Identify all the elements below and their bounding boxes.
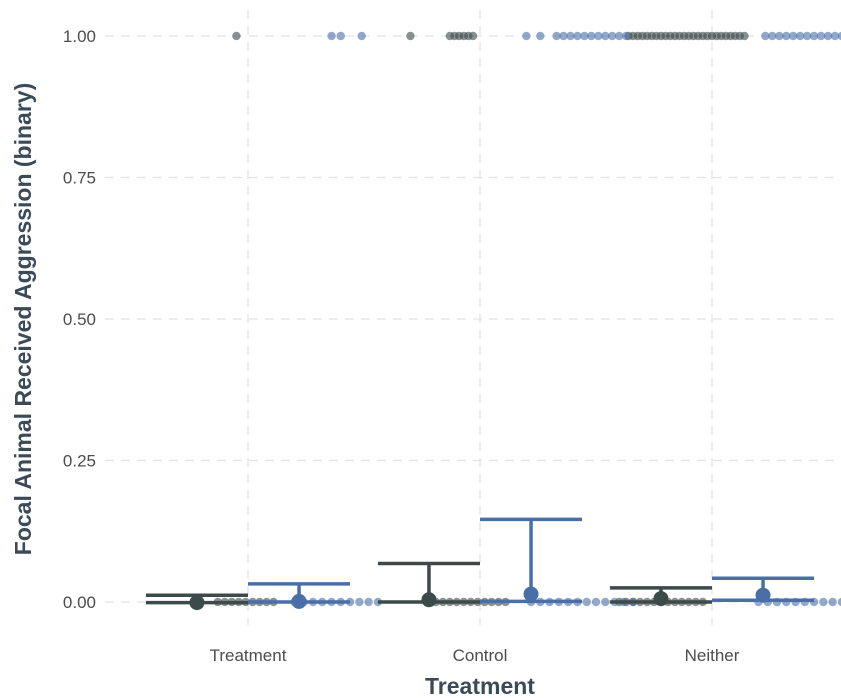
data-point xyxy=(828,597,837,607)
data-point xyxy=(582,597,591,607)
data-point xyxy=(830,31,840,41)
data-point xyxy=(373,597,383,607)
mean-point xyxy=(421,592,437,608)
data-point xyxy=(823,31,833,41)
data-point xyxy=(336,31,345,41)
data-point xyxy=(621,31,631,41)
data-point xyxy=(768,31,777,41)
data-point xyxy=(355,597,364,607)
data-point xyxy=(522,31,531,41)
mean-point xyxy=(189,595,205,611)
data-point xyxy=(802,31,812,41)
data-point xyxy=(587,31,596,41)
data-point xyxy=(819,597,828,607)
x-axis-title: Treatment xyxy=(425,673,535,698)
data-point xyxy=(364,597,373,607)
y-tick-labels: 0.00 0.25 0.50 0.75 1.00 xyxy=(63,27,96,612)
data-point xyxy=(573,31,582,41)
y-tick-label: 0.00 xyxy=(63,593,96,612)
data-point xyxy=(406,31,415,41)
mean-point xyxy=(653,591,669,607)
gridlines xyxy=(105,10,841,625)
data-point xyxy=(536,31,545,41)
y-tick-label: 0.50 xyxy=(63,310,96,329)
y-axis-title: Focal Animal Received Aggression (binary… xyxy=(10,83,36,555)
estimates xyxy=(145,517,815,611)
data-point xyxy=(327,31,336,41)
data-point xyxy=(357,31,366,41)
data-point xyxy=(740,31,749,41)
data-point xyxy=(566,31,575,41)
y-tick-label: 1.00 xyxy=(63,27,96,46)
data-point xyxy=(232,31,241,41)
data-point xyxy=(837,31,841,41)
y-tick-label: 0.75 xyxy=(63,169,96,188)
data-point xyxy=(559,31,568,41)
data-point xyxy=(580,31,589,41)
x-tick-labels: Treatment Control Neither xyxy=(210,646,740,665)
x-tick-label: Neither xyxy=(685,646,740,665)
x-tick-label: Treatment xyxy=(210,646,287,665)
data-point xyxy=(775,31,784,41)
data-point xyxy=(468,31,478,41)
mean-point xyxy=(755,587,771,603)
data-point xyxy=(552,31,561,41)
x-tick-label: Control xyxy=(453,646,508,665)
data-point xyxy=(809,31,819,41)
mean-point xyxy=(291,593,307,609)
data-point xyxy=(795,31,805,41)
data-point xyxy=(601,597,610,607)
data-point xyxy=(615,31,624,41)
data-point xyxy=(789,31,798,41)
data-point xyxy=(591,597,601,607)
mean-point xyxy=(523,586,539,602)
y-tick-label: 0.25 xyxy=(63,452,96,471)
data-point xyxy=(594,31,603,41)
data-point xyxy=(816,31,826,41)
data-point xyxy=(608,31,617,41)
data-point xyxy=(601,31,610,41)
data-point xyxy=(761,31,770,41)
data-point xyxy=(837,597,841,607)
data-point xyxy=(782,31,791,41)
